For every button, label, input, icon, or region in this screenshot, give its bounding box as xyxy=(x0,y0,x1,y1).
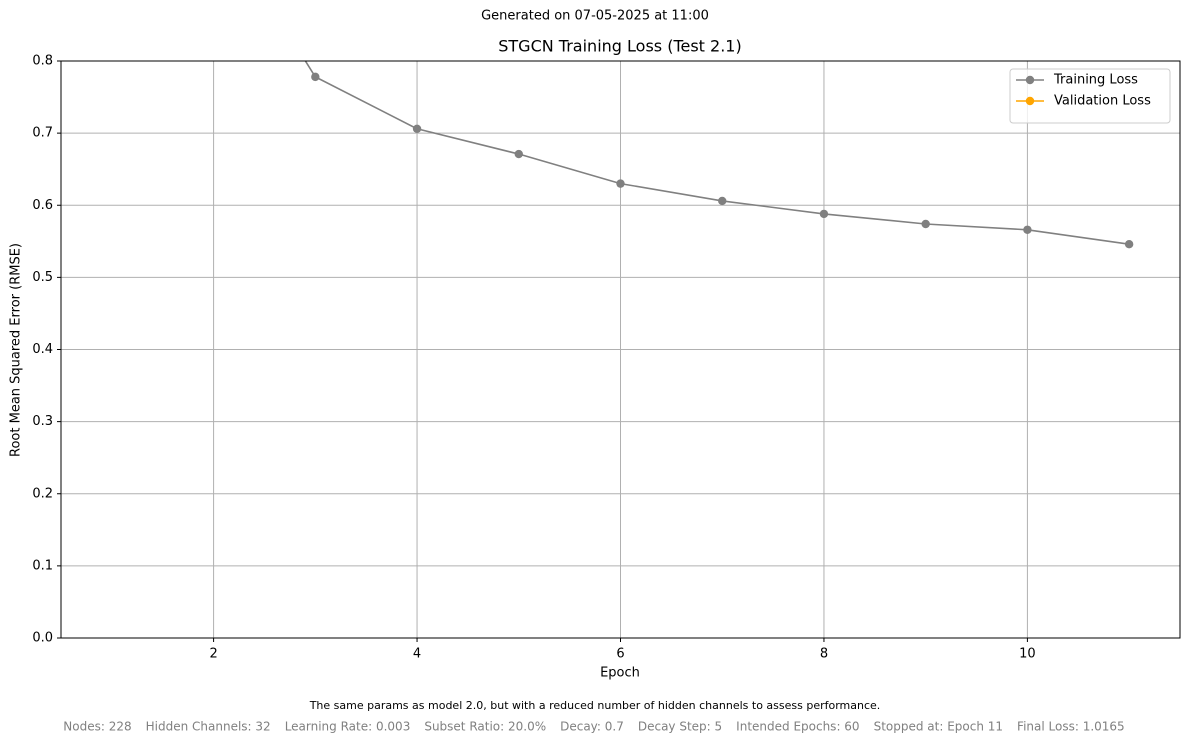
legend-marker xyxy=(1025,96,1035,106)
y-tick-label: 0.0 xyxy=(32,631,53,646)
param: Stopped at: Epoch 11 xyxy=(874,720,1003,734)
y-tick-label: 0.5 xyxy=(32,270,53,285)
legend-marker xyxy=(1025,75,1035,85)
data-point xyxy=(616,179,625,188)
param: Nodes: 228 xyxy=(63,720,131,734)
y-tick-label: 0.8 xyxy=(32,54,53,69)
y-axis-label: Root Mean Squared Error (RMSE) xyxy=(9,243,24,457)
data-point xyxy=(412,124,422,133)
note: The same params as model 2.0, but with a… xyxy=(309,699,881,712)
param: Decay Step: 5 xyxy=(638,720,722,734)
data-point xyxy=(819,209,829,219)
y-tick-label: 0.1 xyxy=(32,558,53,573)
series-line xyxy=(304,61,1130,245)
x-tick-label: 8 xyxy=(820,647,828,662)
y-tick-label: 0.4 xyxy=(32,342,53,357)
y-tick-label: 0.3 xyxy=(32,414,53,429)
data-point xyxy=(1124,239,1134,249)
legend-label: Training Loss xyxy=(1053,73,1138,88)
data-point xyxy=(718,196,727,206)
x-tick-label: 6 xyxy=(616,647,624,662)
param: Final Loss: 1.0165 xyxy=(1017,720,1125,734)
legend: Training Loss Validation Loss xyxy=(1009,68,1171,124)
chart-title: STGCN Training Loss (Test 2.1) xyxy=(498,37,741,56)
x-tick-label: 10 xyxy=(1019,647,1036,662)
param: Intended Epochs: 60 xyxy=(736,720,859,734)
param: Decay: 0.7 xyxy=(560,720,624,734)
plot xyxy=(304,61,1134,249)
x-tick-label: 2 xyxy=(209,647,217,662)
y-tick-label: 0.6 xyxy=(32,198,53,213)
data-point xyxy=(311,72,320,82)
y-tick-label: 0.2 xyxy=(32,486,53,501)
x-axis-label: Epoch xyxy=(600,666,640,681)
param: Hidden Channels: 32 xyxy=(146,720,271,734)
grid: 0.0 0.1 0.2 0.3 0.4 0.5 0.6 0.7 0.8 2 4 6 8 10 xyxy=(32,54,1180,662)
x-tick-label: 4 xyxy=(413,647,421,662)
suptitle: Generated on 07-05-2025 at 11:00 xyxy=(481,9,709,24)
param: Learning Rate: 0.003 xyxy=(285,720,411,734)
y-tick-label: 0.7 xyxy=(32,126,53,141)
param: Subset Ratio: 20.0% xyxy=(424,720,546,734)
params: Nodes: 228 Hidden Channels: 32 Learning Ra… xyxy=(63,720,1124,734)
plot-frame xyxy=(60,60,1181,639)
data-point xyxy=(514,149,523,159)
legend-label: Validation Loss xyxy=(1054,94,1151,109)
data-point xyxy=(921,219,930,229)
legend-frame xyxy=(1009,68,1171,124)
data-point xyxy=(1023,225,1032,234)
